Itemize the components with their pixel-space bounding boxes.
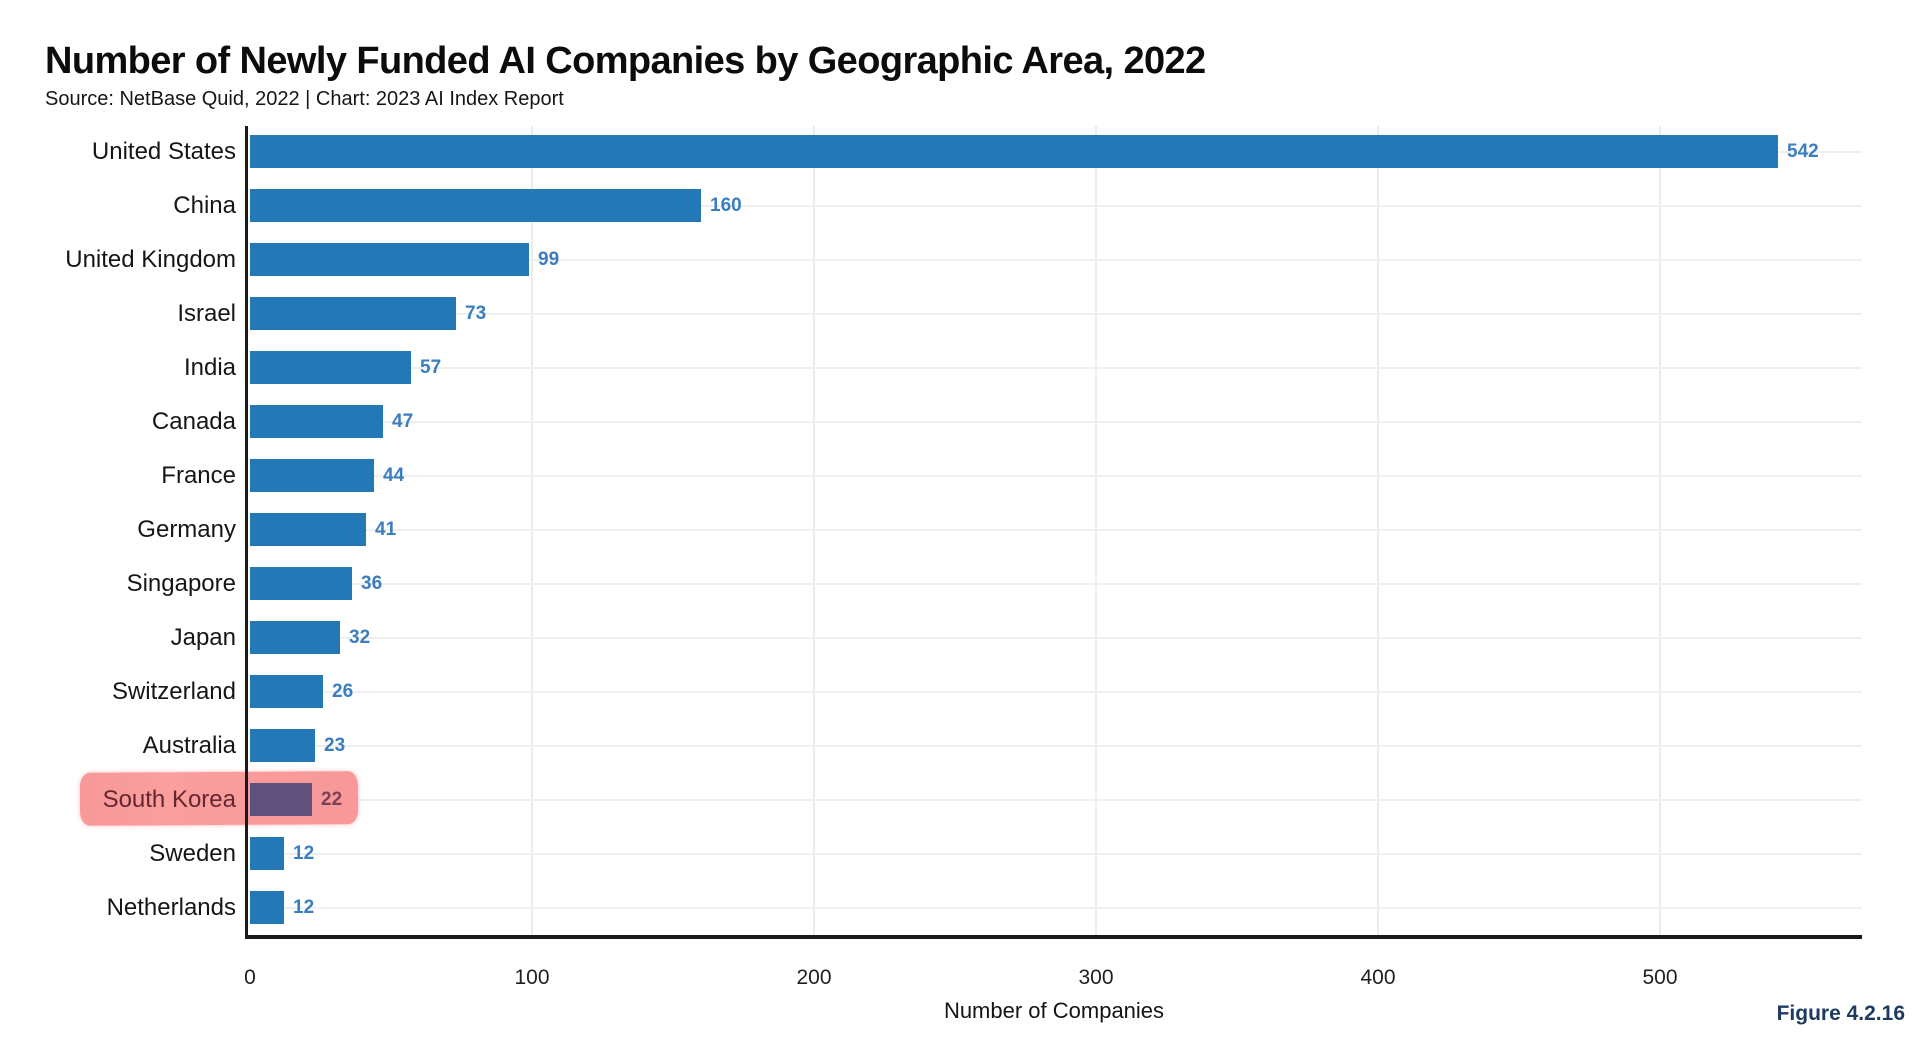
category-label: India bbox=[183, 354, 236, 381]
horizontal-gridline bbox=[250, 745, 1862, 747]
value-label: 32 bbox=[349, 627, 371, 648]
bar bbox=[250, 675, 323, 708]
value-label: 22 bbox=[321, 789, 343, 810]
horizontal-gridline bbox=[250, 637, 1862, 639]
y-axis-line bbox=[245, 126, 248, 939]
bar bbox=[250, 135, 1778, 168]
category-label: Singapore bbox=[126, 570, 236, 597]
category-label: Canada bbox=[151, 408, 236, 435]
x-tick-label: 300 bbox=[1078, 966, 1114, 989]
bar bbox=[250, 567, 352, 600]
value-label: 41 bbox=[375, 519, 397, 540]
bar bbox=[250, 837, 284, 870]
x-tick-label: 400 bbox=[1360, 966, 1396, 989]
category-label: Sweden bbox=[149, 840, 236, 867]
x-axis-title: Number of Companies bbox=[943, 998, 1165, 1023]
horizontal-gridline bbox=[250, 475, 1862, 477]
horizontal-gridline bbox=[250, 259, 1862, 261]
category-label: Switzerland bbox=[111, 678, 236, 705]
bar bbox=[250, 783, 312, 816]
horizontal-gridline bbox=[250, 799, 1862, 801]
category-label: France bbox=[161, 462, 236, 489]
horizontal-gridline bbox=[250, 367, 1862, 369]
value-label: 160 bbox=[710, 195, 742, 216]
bar bbox=[250, 621, 340, 654]
category-label: South Korea bbox=[102, 786, 236, 813]
bar bbox=[250, 405, 383, 438]
value-label: 44 bbox=[383, 465, 405, 486]
x-tick-label: 0 bbox=[244, 966, 256, 989]
horizontal-gridline bbox=[250, 313, 1862, 315]
horizontal-gridline bbox=[250, 853, 1862, 855]
category-label: Japan bbox=[170, 624, 236, 651]
bar bbox=[250, 189, 701, 222]
bar bbox=[250, 891, 284, 924]
bar bbox=[250, 243, 529, 276]
category-label: United Kingdom bbox=[65, 246, 236, 273]
value-label: 12 bbox=[293, 897, 315, 918]
category-label: Netherlands bbox=[106, 894, 236, 921]
bar bbox=[250, 513, 366, 546]
category-label: China bbox=[173, 192, 236, 219]
horizontal-gridline bbox=[250, 583, 1862, 585]
bar bbox=[250, 297, 456, 330]
category-label: Germany bbox=[137, 516, 236, 543]
x-tick-label: 500 bbox=[1642, 966, 1678, 989]
value-label: 99 bbox=[538, 249, 560, 270]
category-label: United States bbox=[91, 138, 236, 165]
value-label: 542 bbox=[1787, 141, 1819, 162]
bar bbox=[250, 729, 315, 762]
value-label: 57 bbox=[420, 357, 442, 378]
value-label: 26 bbox=[332, 681, 354, 702]
horizontal-gridline bbox=[250, 205, 1862, 207]
value-label: 23 bbox=[324, 735, 346, 756]
bar bbox=[250, 351, 411, 384]
chart-title: Number of Newly Funded AI Companies by G… bbox=[45, 40, 1206, 82]
value-label: 47 bbox=[392, 411, 414, 432]
horizontal-gridline bbox=[250, 421, 1862, 423]
horizontal-gridline bbox=[250, 907, 1862, 909]
value-label: 73 bbox=[465, 303, 487, 324]
value-label: 12 bbox=[293, 843, 315, 864]
x-axis-line bbox=[245, 935, 1862, 939]
horizontal-gridline bbox=[250, 691, 1862, 693]
horizontal-gridline bbox=[250, 529, 1862, 531]
category-label: Israel bbox=[177, 300, 236, 327]
bar bbox=[250, 459, 374, 492]
x-tick-label: 100 bbox=[514, 966, 550, 989]
figure-label: Figure 4.2.16 bbox=[1776, 1002, 1905, 1025]
chart-source-line: Source: NetBase Quid, 2022 | Chart: 2023… bbox=[45, 88, 564, 110]
x-tick-label: 200 bbox=[796, 966, 832, 989]
value-label: 36 bbox=[361, 573, 383, 594]
category-label: Australia bbox=[142, 732, 236, 759]
